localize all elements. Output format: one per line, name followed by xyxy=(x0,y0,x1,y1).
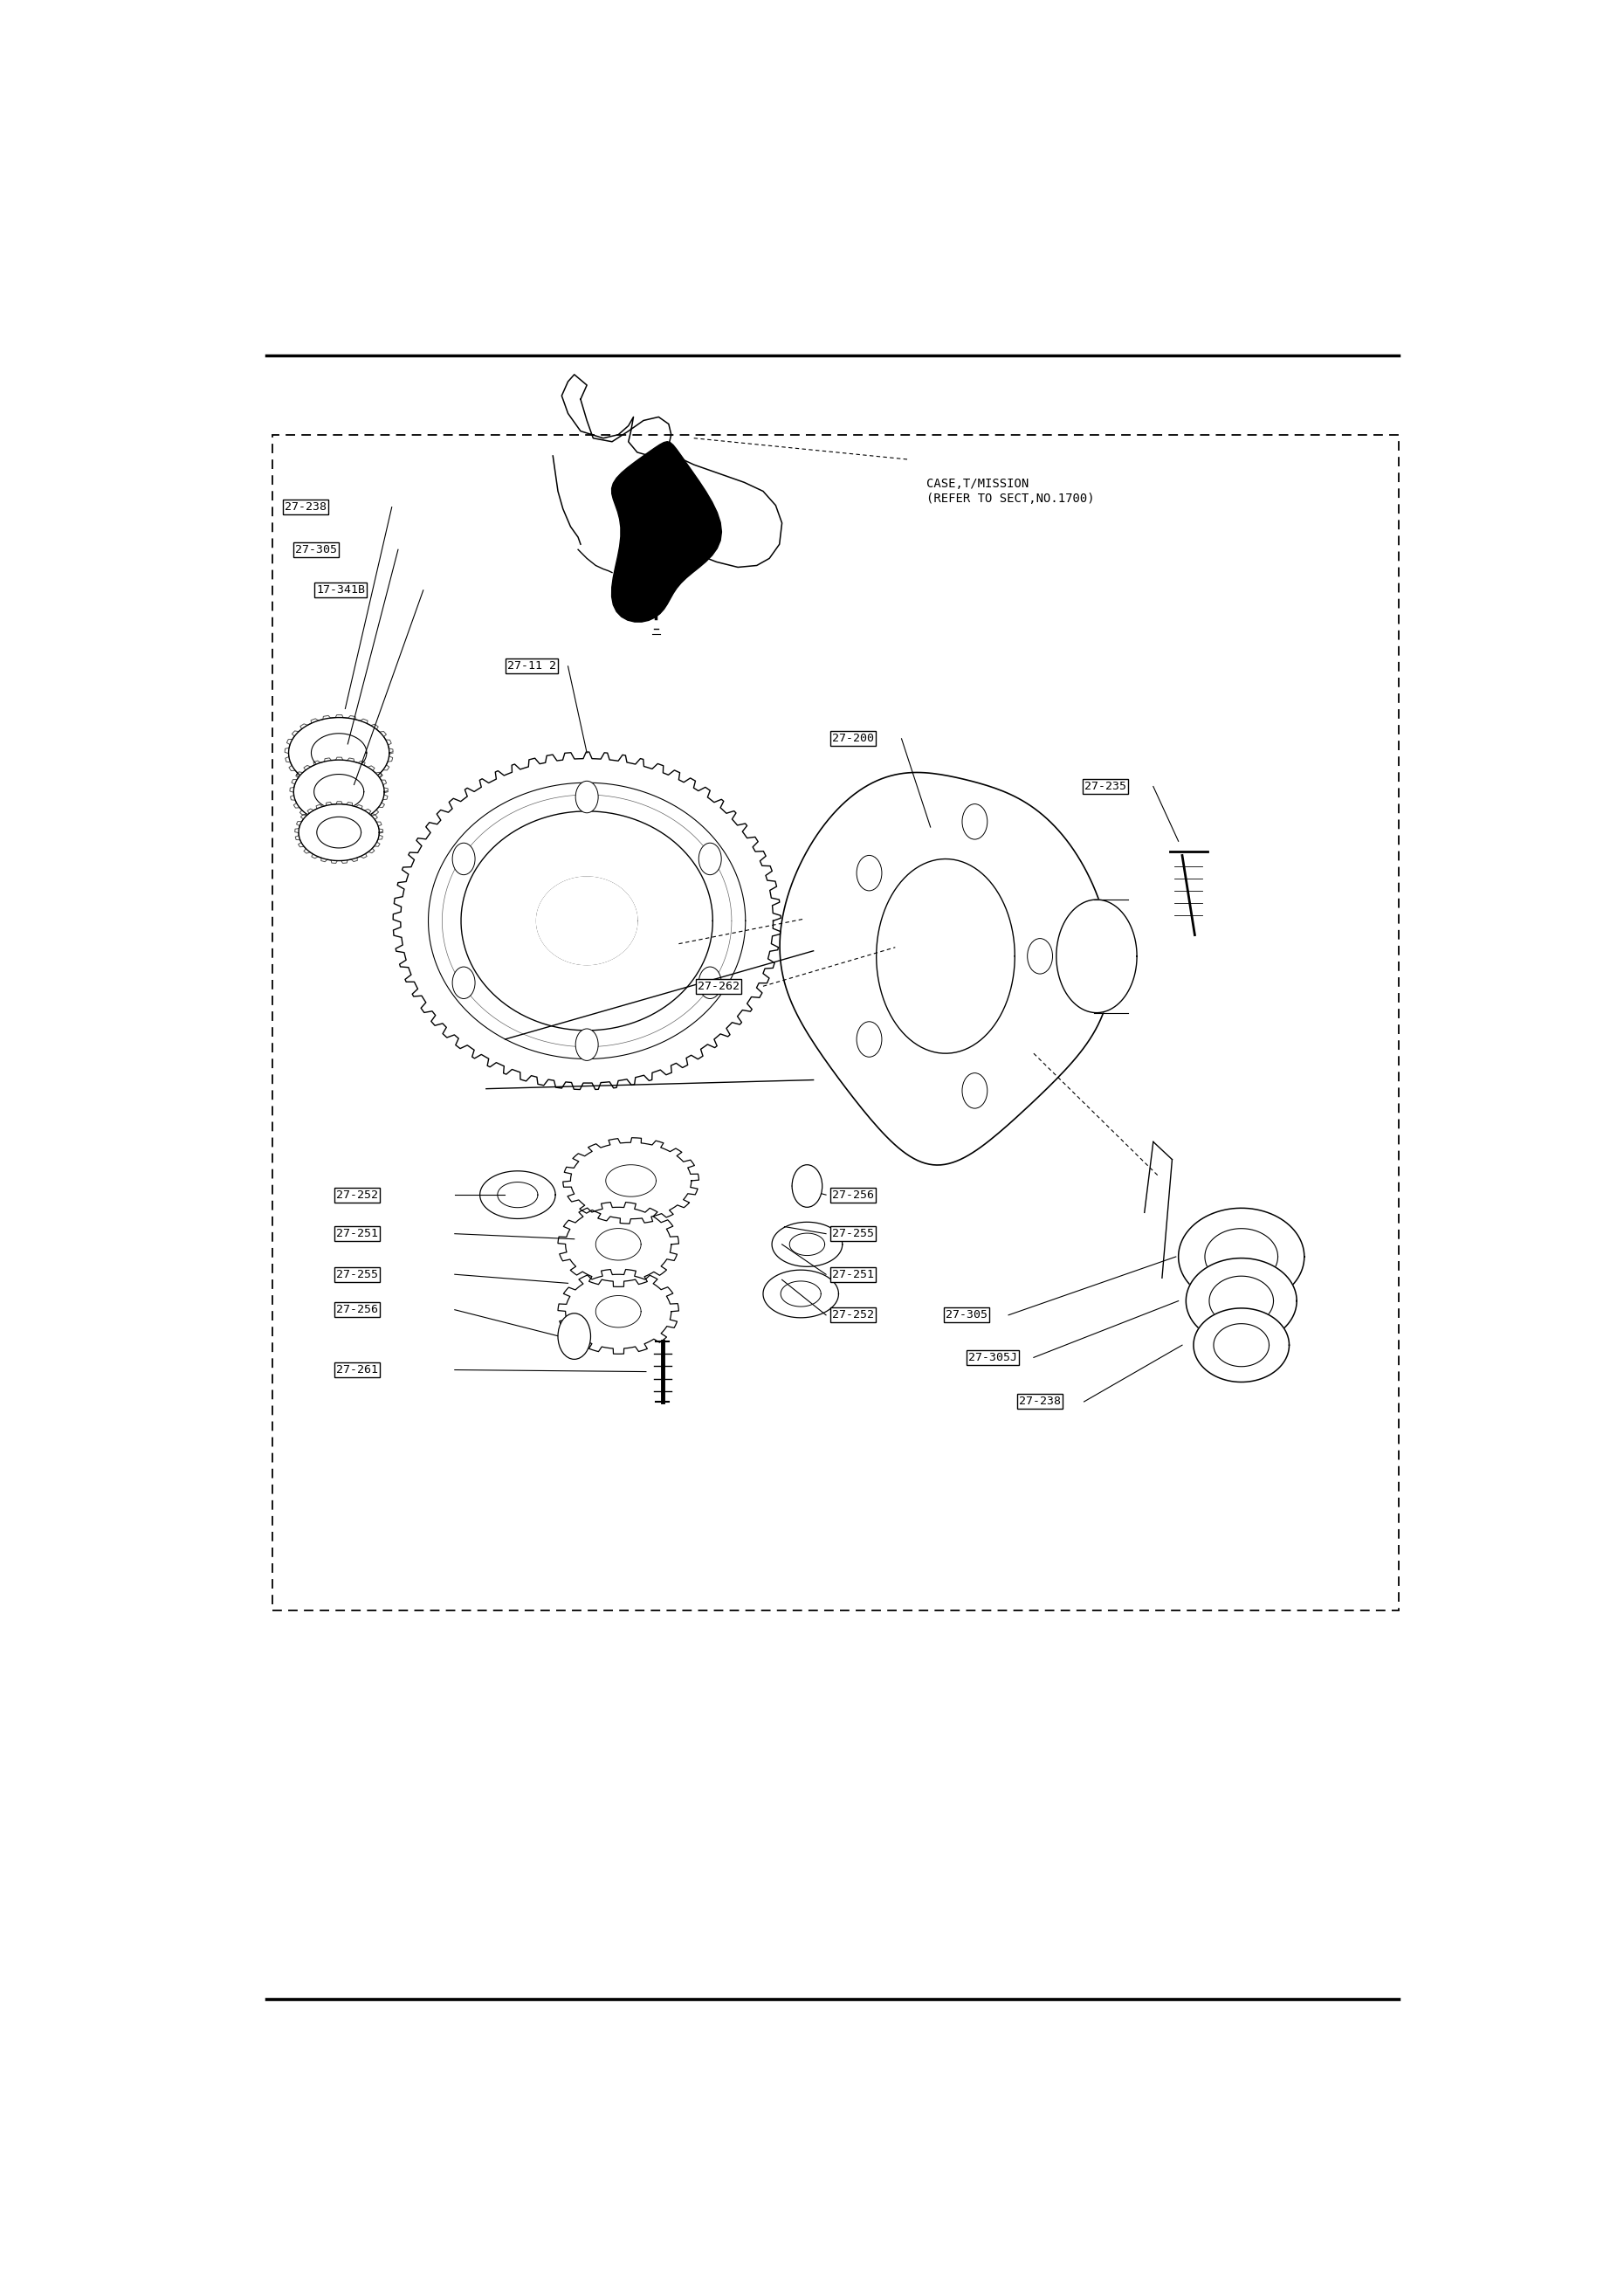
Polygon shape xyxy=(771,1221,843,1267)
Text: 27-261: 27-261 xyxy=(336,1364,378,1375)
Text: 27-255: 27-255 xyxy=(336,1270,378,1281)
Circle shape xyxy=(793,1164,822,1208)
Circle shape xyxy=(559,1313,591,1359)
Circle shape xyxy=(961,804,987,840)
Text: 27-11 2: 27-11 2 xyxy=(508,661,557,673)
Polygon shape xyxy=(1056,900,1137,1013)
Circle shape xyxy=(856,1022,882,1056)
Text: 27-252: 27-252 xyxy=(336,1189,378,1201)
Circle shape xyxy=(698,843,721,875)
Text: 27-251: 27-251 xyxy=(831,1270,874,1281)
Polygon shape xyxy=(763,1270,838,1318)
Circle shape xyxy=(961,1072,987,1109)
Polygon shape xyxy=(1179,1208,1304,1306)
Circle shape xyxy=(453,843,476,875)
Polygon shape xyxy=(289,719,390,788)
Text: 27-256: 27-256 xyxy=(336,1304,378,1316)
Text: 17-341B: 17-341B xyxy=(317,585,365,597)
Polygon shape xyxy=(481,1171,555,1219)
Text: CASE,T/MISSION
(REFER TO SECT,NO.1700): CASE,T/MISSION (REFER TO SECT,NO.1700) xyxy=(927,478,1095,505)
Text: 27-252: 27-252 xyxy=(831,1309,874,1320)
Circle shape xyxy=(575,781,598,813)
Polygon shape xyxy=(564,1139,698,1224)
Text: 27-255: 27-255 xyxy=(831,1228,874,1240)
Circle shape xyxy=(856,856,882,891)
Text: 27-305J: 27-305J xyxy=(968,1352,1017,1364)
Bar xyxy=(273,434,1398,1609)
Polygon shape xyxy=(536,877,637,964)
Text: 27-200: 27-200 xyxy=(831,732,874,744)
Polygon shape xyxy=(1194,1309,1289,1382)
Text: 27-238: 27-238 xyxy=(284,501,326,512)
Text: 27-238: 27-238 xyxy=(1018,1396,1060,1407)
Polygon shape xyxy=(612,441,721,622)
Polygon shape xyxy=(559,1270,679,1355)
Circle shape xyxy=(698,967,721,999)
Circle shape xyxy=(453,967,476,999)
Polygon shape xyxy=(780,771,1111,1164)
Text: 27-305: 27-305 xyxy=(296,544,336,556)
Polygon shape xyxy=(299,804,378,861)
Text: 27-262: 27-262 xyxy=(698,980,739,992)
Circle shape xyxy=(575,1029,598,1061)
Polygon shape xyxy=(1186,1258,1296,1343)
Text: 27-235: 27-235 xyxy=(1085,781,1125,792)
Text: 27-305: 27-305 xyxy=(945,1309,987,1320)
Circle shape xyxy=(1028,939,1052,974)
Polygon shape xyxy=(294,760,385,824)
Polygon shape xyxy=(559,1203,679,1286)
Text: 27-251: 27-251 xyxy=(336,1228,378,1240)
Text: 27-256: 27-256 xyxy=(831,1189,874,1201)
